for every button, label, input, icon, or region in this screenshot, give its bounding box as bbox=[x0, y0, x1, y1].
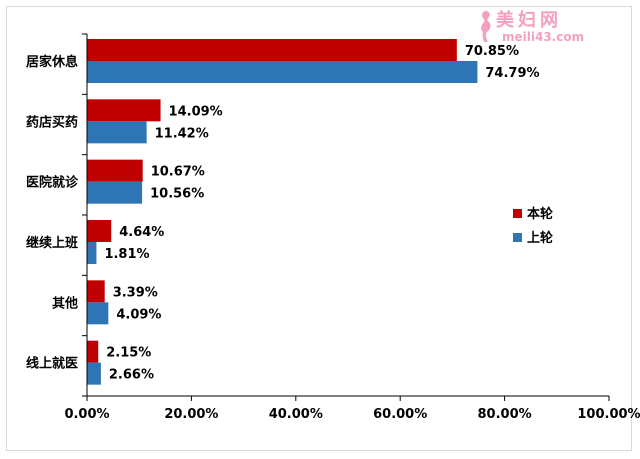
value-label-1-3: 1.81% bbox=[104, 247, 149, 262]
legend-label-1: 上轮 bbox=[527, 230, 553, 246]
category-label-1: 药店买药 bbox=[26, 114, 78, 130]
value-label-0-0: 70.85% bbox=[465, 44, 519, 59]
bar-previous-5 bbox=[87, 362, 101, 385]
woman-silhouette-icon bbox=[481, 11, 491, 42]
legend-swatch-0 bbox=[513, 209, 522, 218]
bar-current-2 bbox=[87, 159, 143, 182]
legend-swatch-1 bbox=[513, 233, 522, 242]
bar-previous-0 bbox=[87, 61, 478, 83]
watermark-url: meili43.com bbox=[502, 30, 585, 44]
category-label-5: 线上就医 bbox=[26, 356, 78, 372]
value-label-0-5: 2.15% bbox=[106, 346, 151, 361]
value-label-1-1: 11.42% bbox=[155, 126, 209, 141]
bar-previous-1 bbox=[87, 121, 147, 144]
bar-current-0 bbox=[87, 39, 457, 61]
category-label-4: 其他 bbox=[52, 295, 78, 311]
value-labels: 70.85% 74.79% 14.09% 11.42% 10.67% 10.56% 4.64… bbox=[104, 44, 539, 383]
bar-current-1 bbox=[87, 99, 161, 122]
chart-frame bbox=[6, 6, 632, 451]
value-label-0-4: 3.39% bbox=[113, 285, 158, 300]
x-tick-label-4: 80.00% bbox=[478, 407, 532, 422]
bars-group bbox=[87, 39, 478, 385]
axes bbox=[82, 33, 610, 401]
value-label-0-2: 10.67% bbox=[151, 165, 205, 180]
bar-current-3 bbox=[87, 220, 112, 242]
x-tick-label-5: 100.00% bbox=[577, 407, 640, 422]
watermark-logo: 美妇网 meili43.com bbox=[472, 6, 622, 52]
value-label-1-4: 4.09% bbox=[116, 307, 161, 322]
bar-previous-3 bbox=[87, 242, 97, 264]
bar-current-4 bbox=[87, 280, 105, 303]
x-tick-label-1: 20.00% bbox=[164, 407, 218, 422]
legend-label-0: 本轮 bbox=[527, 206, 553, 222]
bar-current-5 bbox=[87, 340, 99, 363]
value-label-1-2: 10.56% bbox=[150, 187, 204, 202]
x-tick-labels: 0.00% 20.00% 40.00% 60.00% 80.00% 100.00% bbox=[64, 407, 640, 422]
bar-previous-2 bbox=[87, 181, 143, 204]
category-label-0: 居家休息 bbox=[26, 54, 78, 70]
bar-previous-4 bbox=[87, 302, 109, 325]
watermark-title: 美妇网 bbox=[496, 10, 562, 31]
x-tick-label-2: 40.00% bbox=[269, 407, 323, 422]
category-label-3: 继续上班 bbox=[26, 235, 78, 251]
value-label-1-5: 2.66% bbox=[109, 368, 154, 383]
value-label-0-1: 14.09% bbox=[169, 104, 223, 119]
x-tick-label-3: 60.00% bbox=[373, 407, 427, 422]
value-label-1-0: 74.79% bbox=[485, 66, 539, 81]
category-label-2: 医院就诊 bbox=[26, 175, 79, 191]
x-tick-label-0: 0.00% bbox=[64, 407, 109, 422]
value-label-0-3: 4.64% bbox=[119, 225, 164, 240]
